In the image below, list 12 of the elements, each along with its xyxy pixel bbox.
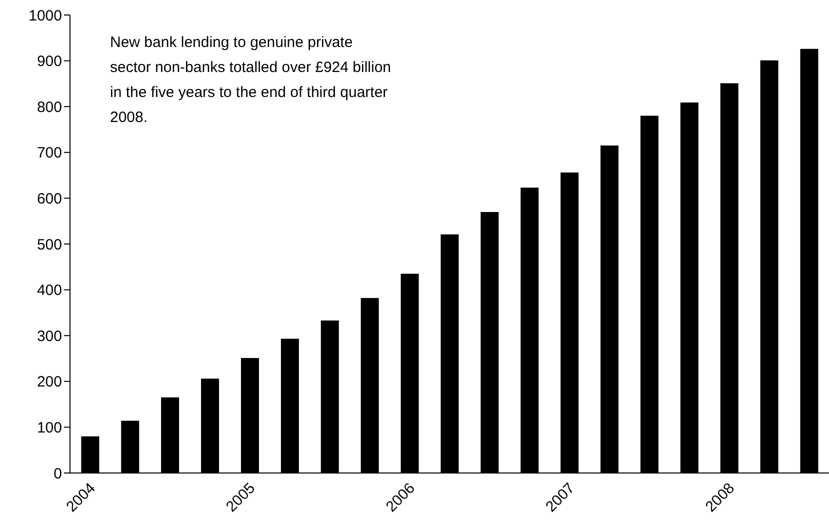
annotation: New bank lending to genuine private sector non-banks totalled over £924 billion in the five years to the end of third quarter 2008. [110,33,392,128]
y-tick-label: 900 [36,53,62,70]
y-tick-label: 200 [36,374,62,391]
y-tick-label: 800 [36,98,62,116]
y-tick-label: 400 [36,282,62,300]
y-tick-label: 300 [36,328,62,345]
y-tick-label: 500 [36,236,62,254]
y-tick-label: 0 [54,465,62,482]
y-tick-label: 700 [36,144,62,162]
y-tick-label: 1000 [28,7,62,24]
y-tick-label: 600 [36,190,62,208]
y-tick-label: 100 [36,420,62,437]
